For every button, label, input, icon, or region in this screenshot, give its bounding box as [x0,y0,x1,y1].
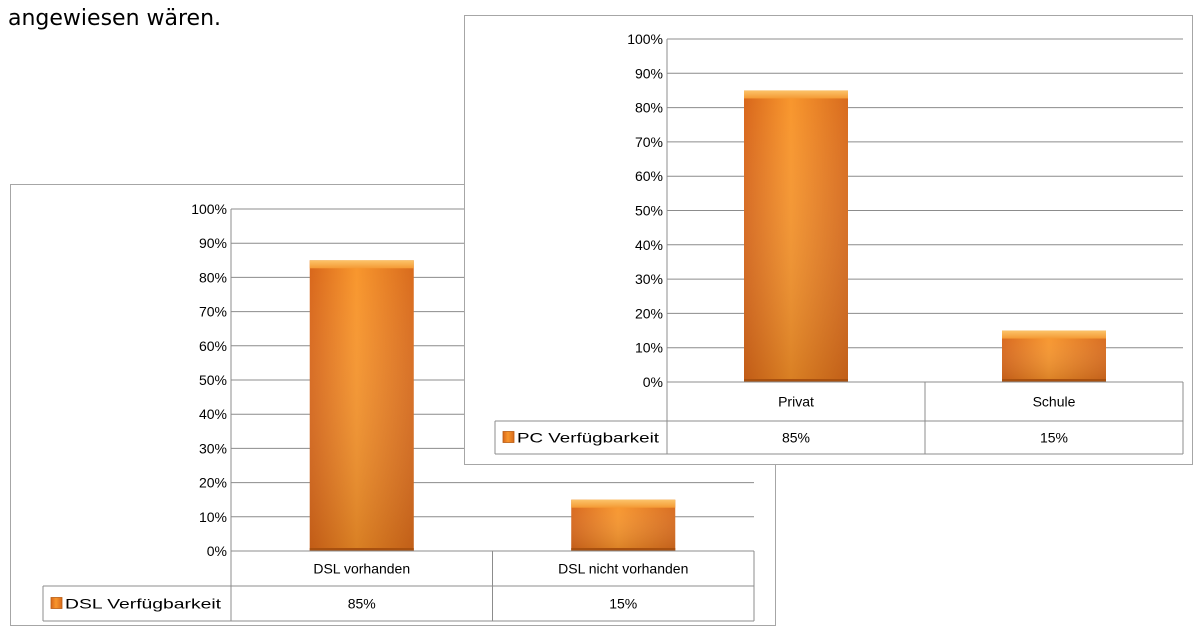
y-tick-label: 90% [199,235,227,251]
bar-top-bevel [309,260,414,269]
y-tick-label: 70% [199,304,227,320]
y-tick-label: 20% [635,305,663,321]
bar-shade [571,499,676,551]
y-tick-label: 60% [199,338,227,354]
data-label: 15% [1040,430,1068,446]
bar-top-bevel [1002,330,1106,339]
bar-group [1002,330,1106,382]
bar-group [309,260,414,551]
y-tick-label: 50% [635,203,663,219]
y-tick-label: 80% [199,269,227,285]
bar-top-bevel [744,90,848,99]
y-tick-label: 100% [191,201,227,217]
y-tick-label: 70% [635,134,663,150]
category-label: DSL vorhanden [313,561,410,577]
bar-base [1002,379,1106,382]
data-label: 85% [348,596,376,612]
data-label: 15% [609,596,637,612]
category-label: Schule [1033,394,1076,410]
y-tick-label: 30% [199,440,227,456]
y-tick-label: 30% [635,271,663,287]
bar-group [571,499,676,551]
bar-base [744,379,848,382]
y-tick-label: 10% [635,340,663,356]
legend-series-name: PC Verfügbarkeit [517,430,659,446]
document-text-line: angewiesen wären. [8,6,222,31]
dsl-chart-svg: 0% 10% 20% 30% 40% 50% 60% 70% 80% 90% 100% DSL vor… [42,201,755,622]
legend-series-name: DSL Verfügbarkeit [65,596,221,612]
bar-shade [1002,330,1106,382]
y-tick-label: 90% [635,65,663,81]
y-tick-label: 80% [635,100,663,116]
bar-base [571,548,676,551]
category-label: Privat [778,394,814,410]
data-label: 85% [782,430,810,446]
pc-availability-chart: 0% 10% 20% 30% 40% 50% 60% 70% 80% 90% 100% Privat 8… [464,15,1193,465]
y-tick-label: 50% [199,372,227,388]
bar-base [309,548,414,551]
category-label: DSL nicht vorhanden [558,561,688,577]
legend-key-icon [502,431,515,443]
bar-group [744,90,848,382]
y-tick-label: 60% [635,168,663,184]
y-tick-label: 100% [627,31,663,47]
y-tick-label: 40% [199,406,227,422]
y-tick-label: 0% [207,543,227,559]
pc-chart-svg: 0% 10% 20% 30% 40% 50% 60% 70% 80% 90% 100% Privat 8… [494,31,1184,455]
y-tick-label: 20% [199,475,227,491]
y-tick-label: 0% [643,374,663,390]
legend-key-icon [50,597,63,609]
y-tick-label: 40% [635,237,663,253]
bar-shade [744,90,848,382]
bar-top-bevel [571,499,676,508]
y-tick-label: 10% [199,509,227,525]
bar-shade [309,260,414,551]
